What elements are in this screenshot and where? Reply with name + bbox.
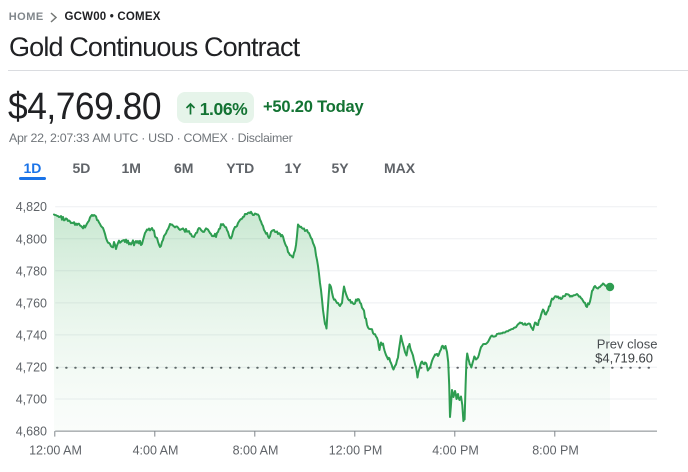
svg-text:4,760: 4,760: [16, 296, 47, 310]
svg-text:8:00 AM: 8:00 AM: [233, 444, 279, 458]
svg-text:4:00 AM: 4:00 AM: [133, 444, 179, 458]
svg-text:Prev close: Prev close: [597, 337, 658, 352]
svg-text:4,680: 4,680: [16, 425, 47, 439]
svg-text:4,800: 4,800: [16, 232, 47, 246]
svg-text:4,700: 4,700: [16, 393, 47, 407]
svg-text:4,720: 4,720: [16, 361, 47, 375]
svg-text:12:00 AM: 12:00 AM: [29, 444, 82, 458]
svg-text:4,740: 4,740: [16, 328, 47, 342]
svg-text:4:00 PM: 4:00 PM: [432, 444, 479, 458]
svg-text:8:00 PM: 8:00 PM: [532, 444, 579, 458]
svg-text:12:00 PM: 12:00 PM: [329, 444, 383, 458]
svg-text:4,820: 4,820: [16, 200, 47, 214]
svg-text:$4,719.60: $4,719.60: [595, 351, 653, 366]
svg-text:4,780: 4,780: [16, 264, 47, 278]
